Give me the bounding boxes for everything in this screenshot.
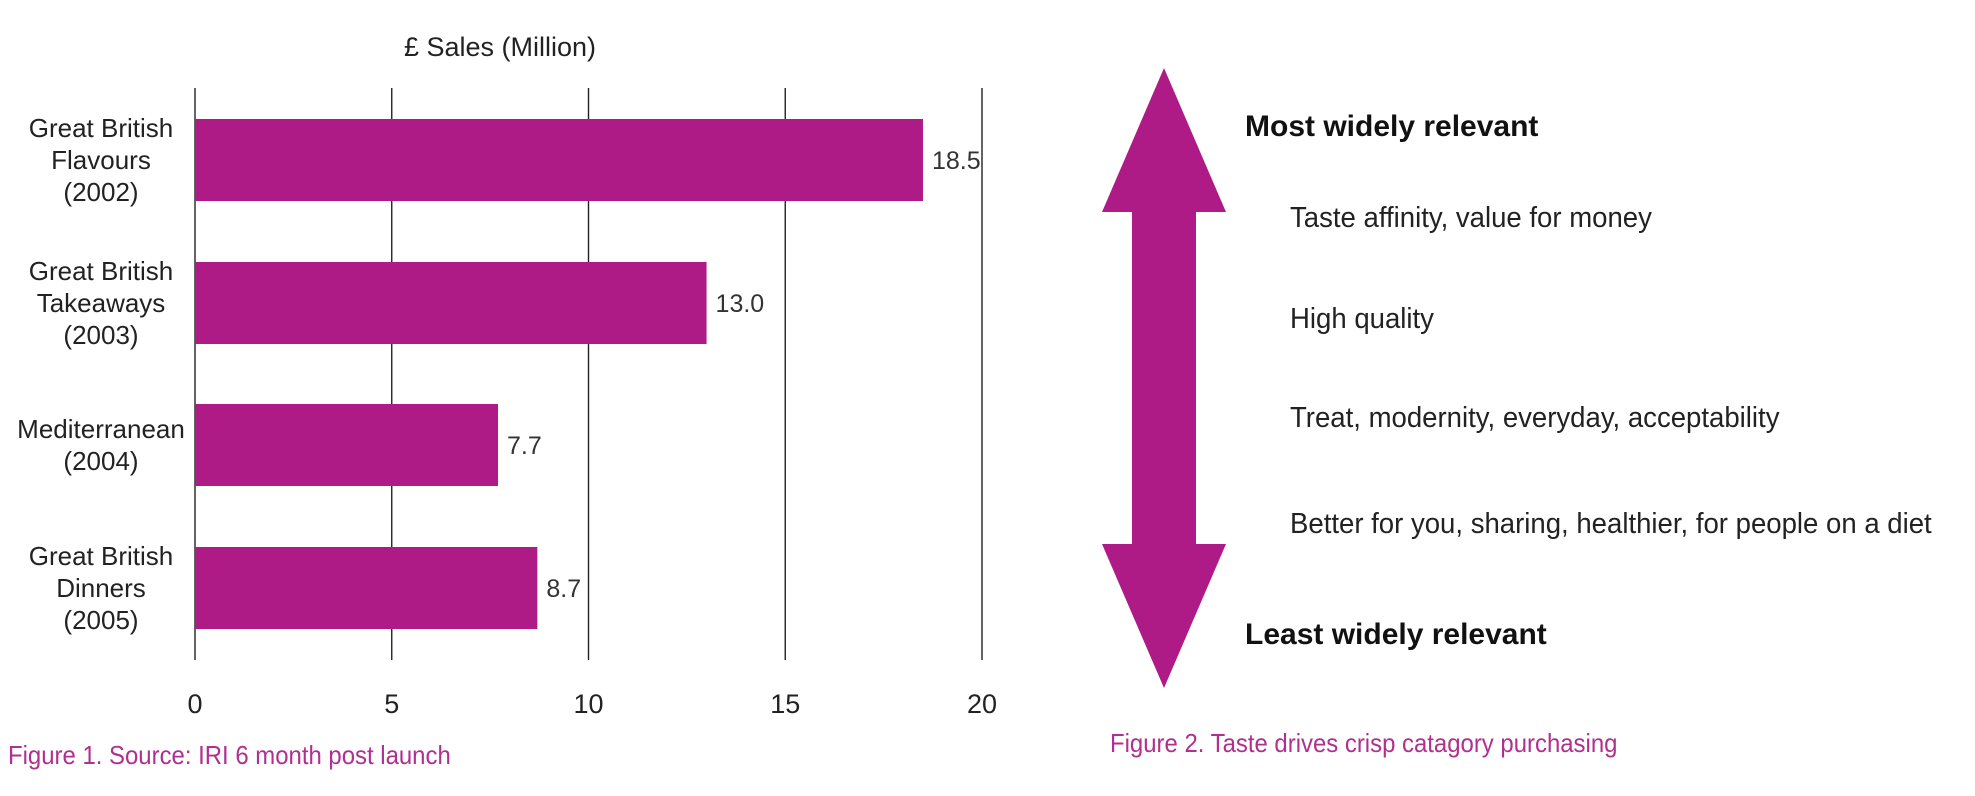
category-label: Great British Flavours (2002) [29,113,174,207]
least-relevant-label: Least widely relevant [1245,618,1547,651]
x-tick-label: 15 [770,689,800,719]
category-label: Mediterranean (2004) [17,414,185,476]
value-label: 8.7 [546,575,581,603]
bar [195,119,923,201]
figure-1-caption: Figure 1. Source: IRI 6 month post launc… [8,740,451,770]
x-tick-label: 10 [573,689,603,719]
double-headed-vertical-arrow-icon [1102,68,1226,688]
category-label: Great British Dinners (2005) [29,541,174,635]
sales-bar-chart: £ Sales (Million) 18.5 Great British Flavou… [17,32,997,719]
bar [195,547,538,629]
relevance-item: High quality [1290,303,1434,335]
relevance-item: Taste affinity, value for money [1290,202,1652,234]
relevance-diagram: Most widely relevant Taste affinity, val… [1100,60,1975,720]
bar [195,404,498,486]
value-label: 13.0 [716,290,765,318]
figure-2-caption: Figure 2. Taste drives crisp catagory pu… [1110,728,1618,758]
relevance-item: Better for you, sharing, healthier, for … [1290,508,1932,540]
relevance-item: Treat, modernity, everyday, acceptabilit… [1290,402,1780,434]
x-tick-label: 20 [967,689,997,719]
bar [195,262,707,344]
x-tick-label: 5 [384,689,399,719]
most-relevant-label: Most widely relevant [1245,110,1539,143]
x-tick-label: 0 [187,689,202,719]
value-label: 7.7 [507,432,542,460]
category-label: Great British Takeaways (2003) [29,256,174,350]
chart-title: £ Sales (Million) [404,32,596,62]
value-label: 18.5 [932,147,981,175]
